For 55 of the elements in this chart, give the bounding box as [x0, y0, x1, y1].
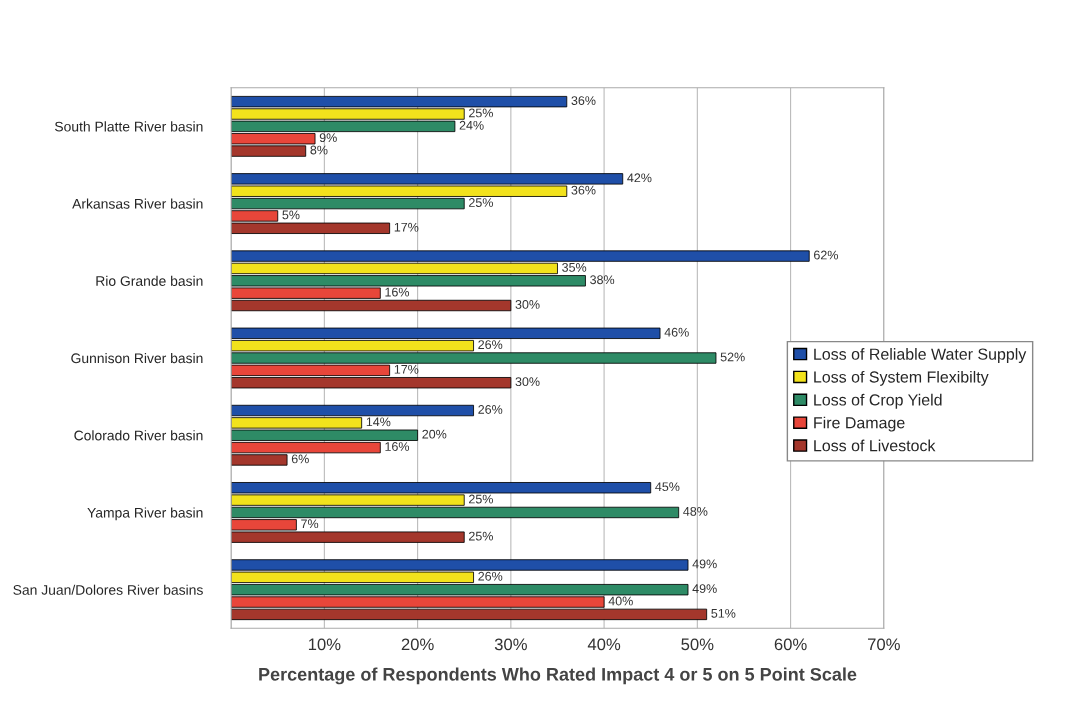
data-label: 49% [692, 559, 717, 569]
y-tick-label: Rio Grande basin [96, 275, 203, 286]
data-label: 24% [459, 120, 484, 130]
data-label: 49% [692, 584, 717, 594]
data-label: 52% [720, 352, 745, 362]
data-label: 26% [478, 571, 503, 581]
y-tick-label: Arkansas River basin [72, 198, 203, 209]
x-tick-label: 30% [494, 638, 527, 651]
legend-label: Fire Damage [814, 416, 905, 432]
x-tick-label: 70% [868, 638, 900, 651]
data-label: 6% [291, 454, 309, 464]
legend-label: Loss of Livestock [814, 439, 936, 452]
data-label: 42% [627, 173, 652, 183]
data-label: 48% [683, 506, 708, 516]
data-label: 25% [469, 108, 493, 118]
x-tick-label: 20% [401, 638, 434, 651]
data-label: 36% [571, 185, 596, 195]
y-tick-label: South Platte River basin [54, 121, 203, 132]
data-label: 36% [571, 96, 596, 106]
data-label: 62% [814, 250, 838, 260]
data-label: 25% [469, 531, 493, 541]
data-label: 38% [590, 275, 615, 285]
y-tick-label: Yampa River basin [87, 507, 203, 521]
data-label: 16% [385, 287, 410, 297]
legend-label: Loss of System Flexibilty [814, 370, 989, 386]
data-label: 14% [366, 417, 391, 427]
x-tick-label: 40% [587, 638, 621, 651]
x-tick-label: 60% [774, 638, 807, 651]
data-label: 17% [394, 222, 419, 232]
data-label: 30% [515, 377, 540, 387]
data-label: 20% [422, 429, 447, 439]
data-label: 5% [282, 210, 300, 220]
legend-label: Loss of Crop Yield [814, 393, 942, 409]
data-label: 45% [655, 482, 680, 492]
y-tick-label: San Juan/Dolores River basins [13, 584, 203, 595]
data-label: 25% [469, 198, 493, 207]
data-label: 17% [394, 364, 419, 374]
data-label: 16% [385, 442, 410, 451]
data-label: 46% [664, 327, 689, 337]
data-label: 8% [310, 145, 328, 155]
data-label: 40% [608, 596, 633, 606]
y-tick-label: Colorado River basin [74, 430, 203, 441]
y-tick-label: Gunnison River basin [71, 352, 203, 364]
data-label: 25% [469, 494, 493, 504]
data-label: 7% [301, 519, 319, 529]
data-label: 9% [319, 133, 337, 143]
data-label: 26% [478, 340, 503, 350]
legend-label: Loss of Reliable Water Supply [814, 348, 1027, 363]
data-label: 35% [562, 262, 587, 272]
data-label: 30% [515, 300, 540, 309]
data-label: 51% [711, 608, 736, 618]
x-axis-title: Percentage of Respondents Who Rated Impact 4 or 5 on 5 Point Scale [259, 667, 857, 685]
x-tick-label: 50% [681, 638, 714, 651]
data-label: 26% [478, 405, 503, 414]
x-tick-label: 10% [308, 638, 341, 651]
